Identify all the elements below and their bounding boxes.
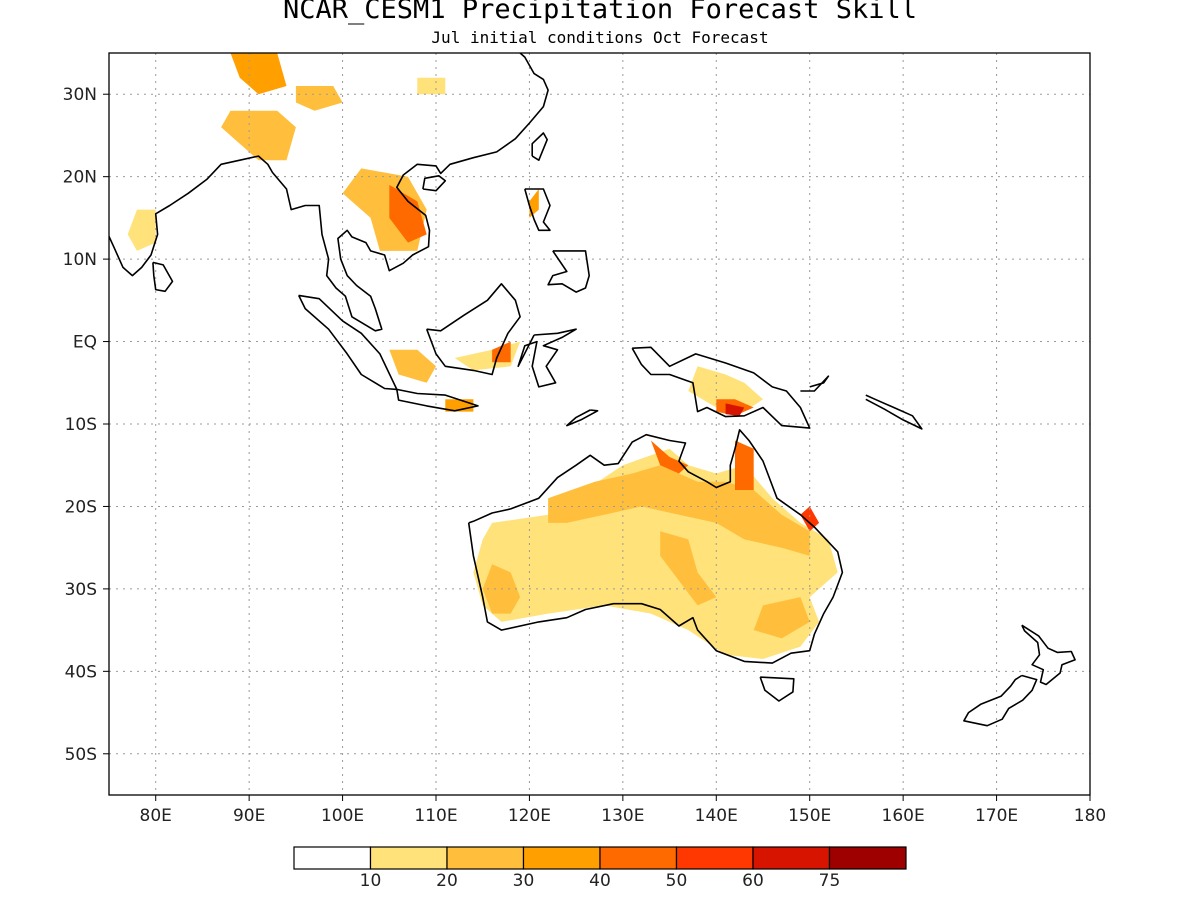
coastline-5 bbox=[425, 282, 521, 376]
legend-label: 60 bbox=[742, 871, 764, 891]
map-title: NCAR_CESM1 Precipitation Forecast Skill bbox=[283, 0, 917, 25]
skill-region-13 bbox=[492, 341, 511, 363]
skill-region-5 bbox=[753, 597, 810, 639]
y-tick-label: 20S bbox=[65, 497, 97, 517]
legend-swatch-7 bbox=[752, 846, 831, 870]
coastline-15 bbox=[963, 674, 1038, 727]
coastline-9 bbox=[547, 250, 591, 293]
skill-region-20 bbox=[295, 86, 343, 111]
legend-label: 40 bbox=[589, 871, 611, 891]
y-tick-label: 20N bbox=[63, 168, 97, 188]
x-tick-label: 160E bbox=[882, 806, 925, 826]
y-tick-label: EQ bbox=[73, 333, 97, 353]
legend-label: 75 bbox=[819, 871, 841, 891]
map-subtitle: Jul initial conditions Oct Forecast bbox=[431, 28, 769, 47]
legend-label: 20 bbox=[436, 871, 458, 891]
coastline-10 bbox=[109, 53, 549, 332]
legend-swatch-2 bbox=[369, 846, 448, 870]
x-tick-label: 110E bbox=[414, 806, 457, 826]
skill-region-22 bbox=[529, 189, 539, 218]
x-tick-label: 180 bbox=[1074, 806, 1106, 826]
y-tick-label: 40S bbox=[65, 662, 97, 682]
coastline-13 bbox=[152, 261, 174, 293]
y-tick-label: 10S bbox=[65, 415, 97, 435]
coastline-7 bbox=[631, 346, 811, 429]
x-tick-label: 170E bbox=[975, 806, 1018, 826]
x-tick-label: 100E bbox=[321, 806, 364, 826]
coastline-3 bbox=[297, 294, 398, 391]
legend-swatch-3 bbox=[446, 846, 525, 870]
legend-swatch-8 bbox=[828, 846, 907, 870]
y-tick-label: 30N bbox=[63, 85, 97, 105]
color-legend: 10 20 30 40 50 60 75 bbox=[293, 846, 907, 891]
skill-region-17 bbox=[389, 184, 427, 243]
gridlines bbox=[109, 53, 1090, 795]
y-tick-label: 30S bbox=[65, 580, 97, 600]
x-tick-label: 120E bbox=[508, 806, 551, 826]
coastline-2 bbox=[759, 676, 795, 702]
coastline-6 bbox=[517, 328, 577, 388]
coastline-8 bbox=[524, 188, 551, 232]
skill-region-11 bbox=[725, 403, 745, 416]
coastline-16 bbox=[865, 394, 923, 430]
x-tick-label: 140E bbox=[695, 806, 738, 826]
legend-label: 50 bbox=[666, 871, 688, 891]
legend-swatch-1 bbox=[293, 846, 372, 870]
skill-region-19 bbox=[230, 53, 287, 95]
skill-region-21 bbox=[127, 209, 156, 251]
y-axis-ticks: 30N 20N 10N EQ 10S 20S 30S 40S 50S bbox=[63, 85, 109, 765]
y-tick-label: 50S bbox=[65, 745, 97, 765]
legend-swatch-6 bbox=[675, 846, 754, 870]
coastline-18 bbox=[565, 409, 599, 427]
skill-region-14 bbox=[389, 349, 436, 383]
skill-region-18 bbox=[221, 110, 296, 161]
skill-shading-layer bbox=[127, 53, 838, 659]
skill-region-8 bbox=[800, 506, 820, 532]
skill-region-23 bbox=[417, 77, 446, 95]
x-tick-label: 80E bbox=[140, 806, 172, 826]
skill-region-6 bbox=[650, 440, 689, 474]
legend-label: 30 bbox=[513, 871, 535, 891]
coastline-12 bbox=[422, 175, 447, 192]
legend-swatch-5 bbox=[599, 846, 678, 870]
legend-swatch-4 bbox=[522, 846, 601, 870]
x-tick-label: 90E bbox=[233, 806, 265, 826]
coastline-14 bbox=[1021, 624, 1076, 686]
skill-region-7 bbox=[735, 440, 754, 490]
coastline-11 bbox=[531, 132, 549, 161]
x-axis-ticks: 80E 90E 100E 110E 120E 130E 140E 150E 160E 170E 18… bbox=[140, 795, 1106, 826]
x-tick-label: 150E bbox=[788, 806, 831, 826]
legend-label: 10 bbox=[360, 871, 382, 891]
x-tick-label: 130E bbox=[601, 806, 644, 826]
coastlines-layer bbox=[109, 53, 1076, 727]
coastline-17 bbox=[800, 375, 830, 392]
coastline-1 bbox=[467, 428, 844, 664]
coastline-4 bbox=[396, 388, 479, 412]
y-tick-label: 10N bbox=[63, 250, 97, 270]
skill-region-9 bbox=[688, 366, 763, 412]
skill-region-4 bbox=[660, 531, 717, 606]
